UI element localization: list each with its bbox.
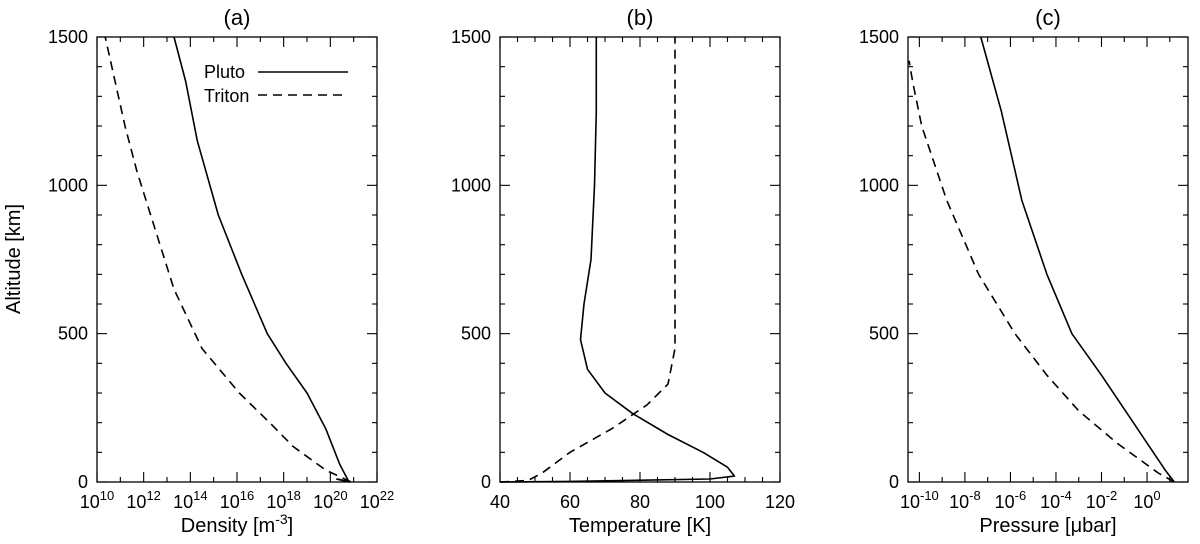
y-tick-label: 0 xyxy=(889,472,899,492)
x-tick-label: 120 xyxy=(765,492,795,512)
x-tick-label: 100 xyxy=(695,492,725,512)
panel-title: (c) xyxy=(1035,5,1061,30)
series-line-triton xyxy=(908,60,1175,483)
x-tick-label: 1012 xyxy=(126,488,161,512)
x-tick-label: 80 xyxy=(630,492,650,512)
y-tick-label: 0 xyxy=(481,472,491,492)
y-tick-label: 1500 xyxy=(451,27,491,47)
y-axis-label: Altitude [km] xyxy=(3,204,25,314)
y-tick-label: 1500 xyxy=(859,27,899,47)
x-tick-label: 1014 xyxy=(173,488,208,512)
x-tick-label: 60 xyxy=(560,492,580,512)
y-tick-label: 1000 xyxy=(48,175,88,195)
x-tick-label: 10-10 xyxy=(900,488,939,512)
x-tick-label: 1020 xyxy=(313,488,348,512)
x-tick-label: 1022 xyxy=(360,488,395,512)
series-line-pluto xyxy=(980,36,1175,483)
plot-frame xyxy=(499,36,781,483)
series-line-pluto xyxy=(499,37,736,483)
legend: Pluto Triton xyxy=(204,62,348,106)
x-tick-label: 10-2 xyxy=(1086,488,1118,512)
series-line-pluto xyxy=(173,36,350,483)
x-axis-label: Pressure [μbar] xyxy=(979,515,1116,537)
x-tick-label: 10-6 xyxy=(995,488,1027,512)
x-tick-label: 1016 xyxy=(220,488,255,512)
y-tick-label: 500 xyxy=(58,324,88,344)
x-tick-label: 40 xyxy=(490,492,510,512)
panel-c-pressure: (c) 0 500 1000 1500 10-10 10-8 10-6 10-4 10-2 100 P… xyxy=(859,5,1189,537)
panel-title: (a) xyxy=(224,5,251,30)
series-line-triton xyxy=(104,36,353,483)
series-line-triton xyxy=(499,37,676,483)
legend-label-pluto: Pluto xyxy=(204,62,245,82)
panel-b-temperature: (b) 0 500 1000 1500 40 60 80 100 120 Temperature [… xyxy=(451,5,795,537)
y-tick-label: 1000 xyxy=(451,175,491,195)
y-tick-label: 0 xyxy=(78,472,88,492)
x-tick-label: 1018 xyxy=(266,488,301,512)
x-tick-label: 100 xyxy=(1133,488,1160,512)
x-tick-label: 1010 xyxy=(80,488,115,512)
panel-a-density: (a) 0 500 1000 1500 1010 1012 1014 1016 1018 1020 1… xyxy=(48,5,394,537)
y-tick-label: 500 xyxy=(869,324,899,344)
y-tick-label: 500 xyxy=(461,324,491,344)
x-axis-label: Density [m-3] xyxy=(181,511,293,537)
x-axis-label: Temperature [K] xyxy=(569,515,711,537)
x-tick-label: 10-4 xyxy=(1040,488,1072,512)
y-tick-label: 1500 xyxy=(48,27,88,47)
plot-frame xyxy=(907,36,1189,483)
legend-label-triton: Triton xyxy=(204,86,249,106)
y-tick-label: 1000 xyxy=(859,175,899,195)
x-tick-label: 10-8 xyxy=(949,488,981,512)
panel-title: (b) xyxy=(627,5,654,30)
